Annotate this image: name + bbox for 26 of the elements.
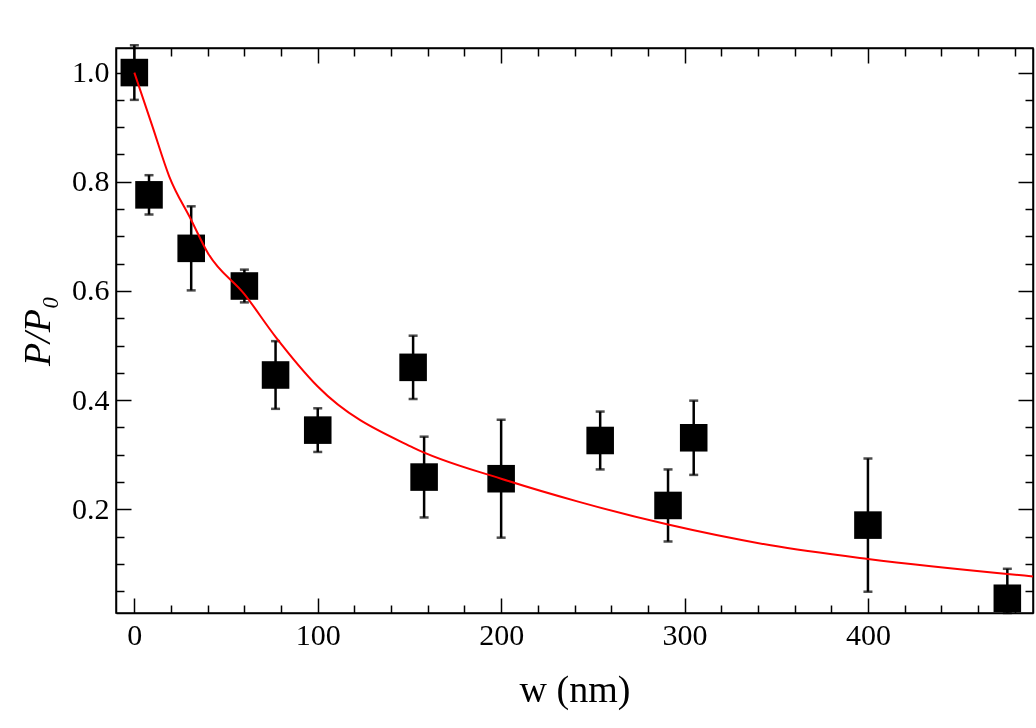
point <box>679 423 708 452</box>
y-axis-title: P/P₀ <box>16 295 58 368</box>
point <box>177 234 205 263</box>
x-tick-label: 400 <box>845 617 891 651</box>
y-tick-label: 0.6 <box>72 273 110 307</box>
point <box>230 272 259 300</box>
point <box>854 511 882 539</box>
point <box>654 491 682 520</box>
point <box>487 464 515 493</box>
x-tick-label: 300 <box>662 617 708 651</box>
x-tick-label: 0 <box>127 617 143 651</box>
y-tick-label: 0.8 <box>72 164 110 198</box>
y-tick-label: 0.4 <box>72 382 110 416</box>
x-tick-label: 200 <box>479 617 525 651</box>
point <box>399 353 427 382</box>
y-tick-label: 0.2 <box>72 491 110 525</box>
x-tick-label: 100 <box>295 617 341 651</box>
point <box>303 416 332 444</box>
x-axis-title: w (nm) <box>519 667 631 711</box>
point <box>993 584 1022 613</box>
point <box>410 463 438 491</box>
point <box>261 361 290 389</box>
point <box>135 181 163 209</box>
point <box>120 58 149 87</box>
y-tick-label: 1.0 <box>72 55 110 89</box>
point <box>586 426 614 455</box>
